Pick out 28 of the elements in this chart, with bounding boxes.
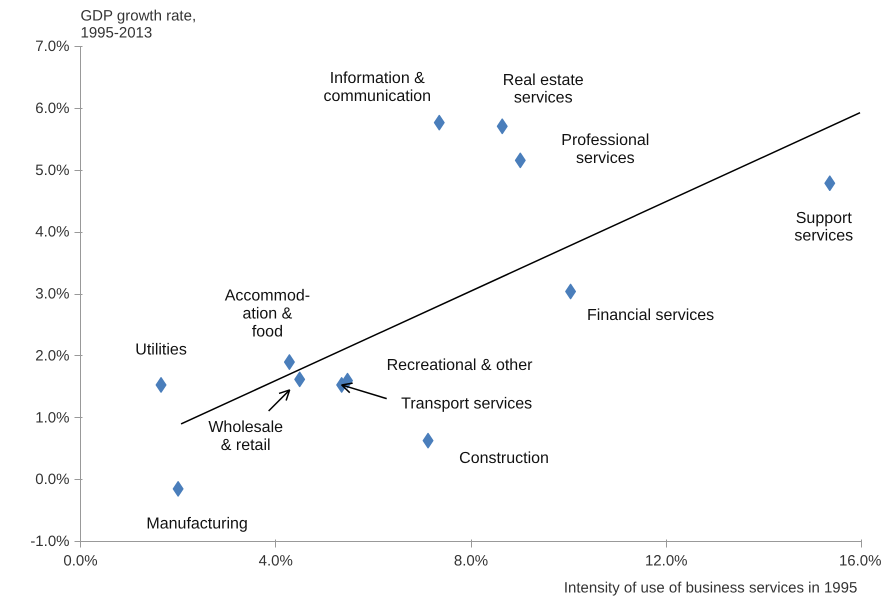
y-tick-label: 2.0% xyxy=(35,347,70,364)
annotation: Transport services xyxy=(401,395,532,412)
x-tick-label: 0.0% xyxy=(63,552,98,570)
annotation: Financial services xyxy=(587,307,714,324)
x-axis-title: Intensity of use of business services in 1995 xyxy=(564,580,858,596)
annotation: Support services xyxy=(794,210,854,245)
y-tick-label: 1.0% xyxy=(35,409,70,426)
annotation: Information & communication xyxy=(323,70,432,106)
x-tick-label: 8.0% xyxy=(454,552,488,570)
y-tick-label: 6.0% xyxy=(35,100,70,117)
annotation: Construction xyxy=(459,450,549,468)
y-tick-label: -1.0% xyxy=(30,533,70,550)
annotation: Recreational & other xyxy=(386,357,534,374)
x-tick-label: 16.0% xyxy=(838,552,881,570)
annotation: Accommod- ation & food xyxy=(224,288,310,340)
x-tick-label: 4.0% xyxy=(258,552,293,570)
y-tick-label: 5.0% xyxy=(35,162,70,179)
annotation: Wholesale & retail xyxy=(208,418,284,454)
y-tick-label: 0.0% xyxy=(35,471,70,488)
y-tick-label: 7.0% xyxy=(35,38,70,55)
x-tick-label: 12.0% xyxy=(644,552,688,570)
annotation: Real estate services xyxy=(502,72,584,107)
y-tick-label: 4.0% xyxy=(35,224,70,241)
annotation: Professional services xyxy=(561,132,650,167)
annotation: Manufacturing xyxy=(146,515,248,532)
y-axis-title: GDP growth rate, 1995-2013 xyxy=(80,8,196,42)
annotation: Utilities xyxy=(135,341,187,358)
y-tick-label: 3.0% xyxy=(35,286,70,302)
